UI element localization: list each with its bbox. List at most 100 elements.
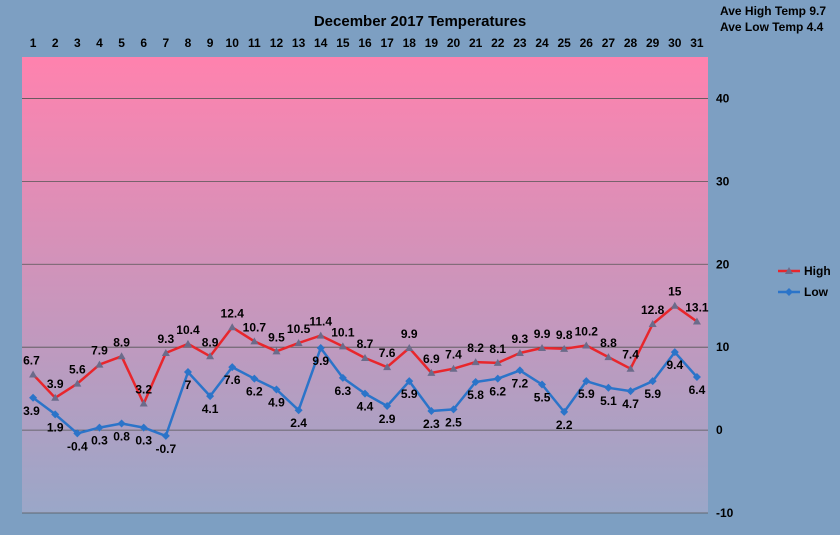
data-label: 5.6 [69,363,86,377]
data-label: 9.5 [268,330,285,344]
low-marker [228,363,237,372]
x-tick-label: 21 [469,36,483,50]
y-tick-label: 20 [716,257,730,271]
data-label: 5.9 [401,387,418,401]
x-tick-label: 20 [447,36,461,50]
x-tick-label: 2 [52,36,59,50]
y-tick-label: -10 [716,506,734,520]
low-marker [515,366,524,375]
data-label: 7.2 [512,376,529,390]
x-tick-label: 8 [185,36,192,50]
data-label: 8.7 [357,337,374,351]
series-data-labels: 6.73.95.67.98.93.29.310.48.912.410.79.51… [23,285,709,456]
data-label: 13.1 [685,300,709,314]
data-label: -0.7 [155,442,176,456]
high-marker [361,353,369,361]
data-label: 10.4 [176,323,200,337]
x-tick-label: 14 [314,36,328,50]
x-axis-labels: 1 2 3 4 5 6 7 8 9 10 11 12 13 14 15 16 17 18 19 20 21 22 23 24 2… [30,36,704,50]
x-tick-label: 22 [491,36,505,50]
data-label: 0.8 [113,429,130,443]
y-tick-label: 0 [716,423,723,437]
data-label: 8.9 [202,335,219,349]
high-marker [626,364,635,372]
data-label: 12.8 [641,303,665,317]
low-marker [338,373,347,382]
data-label: 6.9 [423,352,440,366]
high-marker [538,344,547,352]
data-label: 5.9 [644,387,661,401]
average-low-note: Ave Low Temp 4.4 [720,20,824,34]
x-tick-label: 7 [162,36,169,50]
low-marker [626,387,635,396]
low-marker [383,402,392,411]
low-marker [361,389,369,398]
x-tick-label: 23 [513,36,527,50]
data-label: 6.2 [246,385,263,399]
x-tick-label: 13 [292,36,306,50]
low-marker [493,374,502,383]
data-label: 12.4 [221,306,245,320]
low-marker [73,429,82,438]
high-marker [183,339,192,347]
low-marker [206,392,215,401]
x-tick-label: 27 [602,36,616,50]
data-label: 3.2 [135,383,152,397]
high-marker [471,358,480,366]
high-marker [51,393,60,401]
data-label: 10.2 [575,325,599,339]
data-label: 9.9 [312,354,329,368]
data-label: 2.5 [445,415,462,429]
x-tick-label: 28 [624,36,638,50]
data-label: 5.5 [534,390,551,404]
high-marker [405,344,414,352]
data-label: 9.4 [666,358,683,372]
data-label: 7 [185,378,192,392]
low-marker [538,380,547,389]
data-label: 6.7 [23,354,40,368]
data-label: 6.3 [335,384,352,398]
x-tick-label: 6 [140,36,147,50]
low-marker [582,377,591,386]
high-marker [139,399,148,407]
high-marker [206,352,215,360]
low-marker [405,377,414,386]
low-marker [95,423,104,432]
data-label: 9.9 [534,327,551,341]
plot-area [22,57,708,513]
high-marker [250,337,259,345]
high-marker [560,344,569,352]
data-label: 4.4 [357,400,374,414]
low-marker [692,373,701,382]
high-marker [604,353,613,361]
x-tick-label: 24 [535,36,549,50]
low-marker [139,423,148,432]
high-marker [272,347,281,355]
data-label: 8.2 [467,341,484,355]
average-high-note: Ave High Temp 9.7 [720,4,826,18]
high-marker [427,368,436,376]
data-label: 4.7 [622,397,639,411]
x-tick-label: 25 [557,36,571,50]
data-label: 3.9 [23,404,40,418]
high-marker [29,370,38,378]
low-marker [316,344,325,353]
data-label: 7.4 [445,348,462,362]
high-marker [73,379,82,387]
x-tick-label: 11 [248,36,261,50]
data-label: 5.8 [467,388,484,402]
data-label: 5.9 [578,387,595,401]
low-marker [161,431,170,440]
x-tick-label: 19 [425,36,439,50]
series-markers [29,301,701,440]
high-marker [228,323,237,331]
low-marker [250,374,259,383]
y-tick-label: 40 [716,91,730,105]
x-tick-label: 31 [690,36,704,50]
data-label: 3.9 [47,377,64,391]
data-label: 0.3 [135,434,152,448]
low-marker [427,407,436,416]
y-tick-label: 30 [716,174,730,188]
high-marker [515,348,524,356]
